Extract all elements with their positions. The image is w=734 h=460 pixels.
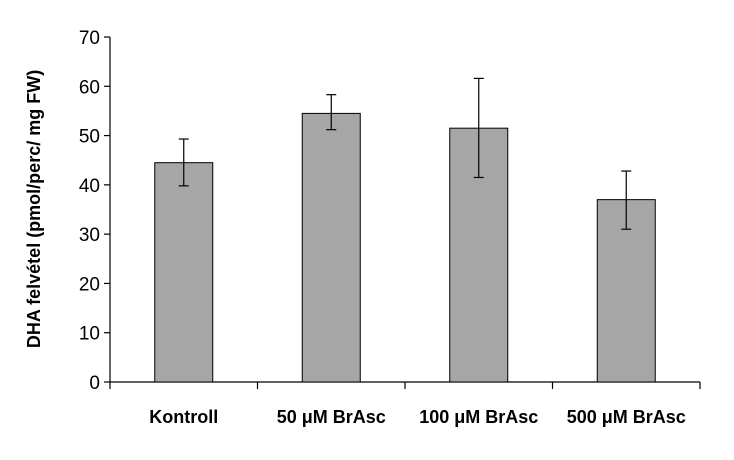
y-tick-label: 70: [79, 28, 100, 49]
y-tick-label: 20: [79, 274, 100, 295]
bar: [596, 199, 656, 383]
x-category-label: 500 μM BrAsc: [567, 407, 686, 427]
bar: [301, 112, 361, 383]
x-categories: Kontroll 50 μM BrAsc 100 μM BrAsc 500 μM Br…: [149, 407, 686, 427]
bar: [154, 162, 214, 383]
error-bars: [178, 77, 632, 230]
bars: [154, 112, 656, 383]
y-ticks: 0 10 20 30 40 50 60 70: [79, 28, 110, 394]
y-tick-label: 0: [89, 373, 100, 394]
y-tick-label: 10: [79, 324, 100, 345]
x-category-label: 50 μM BrAsc: [277, 407, 386, 427]
y-tick-label: 50: [79, 127, 100, 148]
y-axis-label: DHA felvétel (pmol/perc/ mg FW): [24, 70, 44, 348]
x-category-label: Kontroll: [149, 407, 218, 427]
x-category-label: 100 μM BrAsc: [419, 407, 538, 427]
y-tick-label: 40: [79, 176, 100, 197]
y-tick-label: 30: [79, 225, 100, 246]
y-axis-title: DHA felvétel (pmol/perc/ mg FW): [24, 70, 44, 348]
y-tick-label: 60: [79, 77, 100, 98]
